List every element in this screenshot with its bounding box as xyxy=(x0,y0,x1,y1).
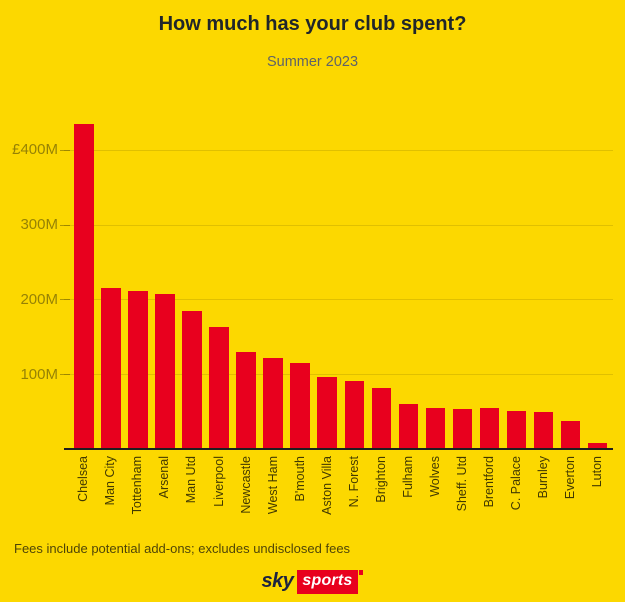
bar-man-city xyxy=(101,288,121,449)
bar-man-utd xyxy=(182,311,202,449)
bar-fulham xyxy=(398,404,419,449)
y-axis-label: 200M xyxy=(20,290,58,308)
x-axis-label: Everton xyxy=(563,456,578,500)
x-axis-label: Aston Villa xyxy=(319,456,334,515)
sky-logo-wordmark: sky xyxy=(261,570,294,592)
y-axis-tick xyxy=(60,299,70,301)
y-axis-tick xyxy=(60,149,70,151)
logo-accent-mark xyxy=(359,570,364,575)
bar-brighton xyxy=(371,387,392,449)
bar-newcastle xyxy=(236,351,256,449)
x-axis-label: Arsenal xyxy=(157,456,172,499)
bar-tottenham xyxy=(128,291,148,449)
bar-aston-villa xyxy=(317,377,337,449)
bar-n-forest xyxy=(344,380,364,449)
bar-liverpool xyxy=(209,327,229,449)
bar-arsenal xyxy=(155,294,175,449)
bar-chelsea xyxy=(74,124,94,449)
bar-west-ham xyxy=(263,357,283,449)
sports-logo-badge: sports xyxy=(297,570,359,594)
bar-everton xyxy=(560,420,581,449)
y-axis-tick xyxy=(60,224,70,226)
bar-b-mouth xyxy=(290,362,310,449)
x-axis-label: Man Utd xyxy=(184,456,199,504)
y-axis-label: 100M xyxy=(20,365,58,383)
bar-wolves xyxy=(425,407,446,449)
sky-sports-logo: sky sports xyxy=(0,570,625,594)
bar-c-palace xyxy=(506,410,527,449)
x-axis-label: Newcastle xyxy=(238,456,253,514)
chart-title: How much has your club spent? xyxy=(158,13,467,35)
x-axis-label: Man City xyxy=(103,456,118,506)
footer-note: Fees include potential add-ons; excludes… xyxy=(14,541,351,556)
y-axis-label: £400M xyxy=(12,141,58,159)
bar-brentford xyxy=(479,407,500,449)
x-axis-label: Wolves xyxy=(427,456,442,497)
gridline xyxy=(64,149,613,151)
gridline xyxy=(64,224,613,226)
y-axis-tick xyxy=(60,374,70,376)
bar-chart: £400M 300M 200M 100M Chelsea Man City Tottenha… xyxy=(12,124,613,515)
x-axis-label: Burnley xyxy=(536,456,551,499)
x-axis-label: N. Forest xyxy=(346,456,361,508)
bar-luton xyxy=(587,443,608,449)
x-axis-label: West Ham xyxy=(265,456,280,515)
x-axis-label: Liverpool xyxy=(211,456,226,507)
x-axis-label: Luton xyxy=(590,456,605,488)
x-axis-label: Brighton xyxy=(373,456,388,503)
bar-sheff-utd xyxy=(452,409,473,449)
x-axis-label: Sheff. Utd xyxy=(454,456,469,512)
gridline xyxy=(64,299,613,301)
gridline xyxy=(64,374,613,376)
x-axis-label: Tottenham xyxy=(130,456,145,515)
x-axis-label: C. Palace xyxy=(509,456,524,511)
x-axis-label: Fulham xyxy=(400,456,415,498)
bar-burnley xyxy=(533,412,554,449)
x-axis-label: B'mouth xyxy=(292,456,307,502)
chart-subtitle: Summer 2023 xyxy=(266,54,359,70)
x-axis-label: Brentford xyxy=(482,456,496,508)
x-axis-label: Chelsea xyxy=(76,456,91,502)
y-axis-label: 300M xyxy=(20,216,58,234)
x-axis-line xyxy=(64,447,613,450)
